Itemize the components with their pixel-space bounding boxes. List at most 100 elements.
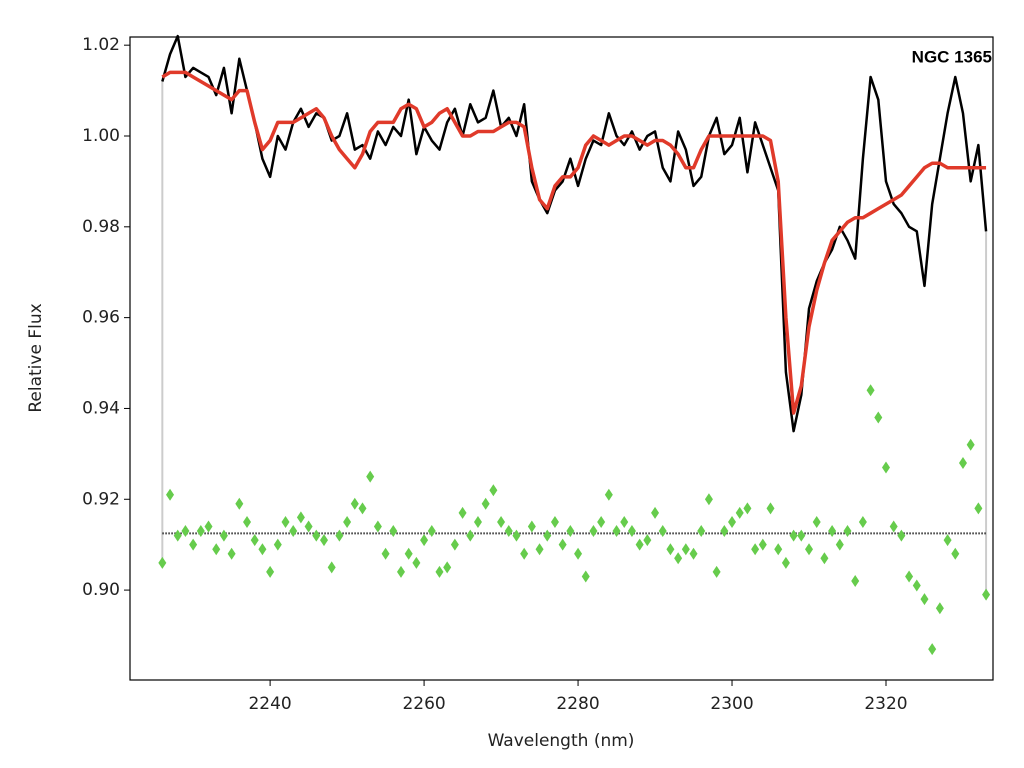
residual-point bbox=[758, 538, 767, 551]
residual-point bbox=[373, 520, 382, 533]
residual-point bbox=[851, 575, 860, 588]
residual-point bbox=[905, 570, 914, 583]
spectrum-line bbox=[161, 70, 987, 415]
residual-point bbox=[958, 456, 967, 469]
residual-point bbox=[189, 538, 198, 551]
residual-point bbox=[266, 565, 275, 578]
residual-point bbox=[835, 538, 844, 551]
residual-point bbox=[912, 579, 921, 592]
residual-point bbox=[812, 515, 821, 528]
residual-point bbox=[435, 565, 444, 578]
residual-point bbox=[689, 547, 698, 560]
residual-point bbox=[974, 502, 983, 515]
residual-point bbox=[350, 497, 359, 510]
residual-point bbox=[412, 556, 421, 569]
residual-point bbox=[928, 643, 937, 656]
residual-point bbox=[643, 534, 652, 547]
residual-point bbox=[219, 529, 228, 542]
residual-point bbox=[473, 515, 482, 528]
residual-point bbox=[158, 556, 167, 569]
residual-point bbox=[358, 502, 367, 515]
y-tick-label: 0.92 bbox=[82, 489, 120, 509]
residual-point bbox=[458, 506, 467, 519]
residual-point bbox=[235, 497, 244, 510]
residual-point bbox=[289, 525, 298, 538]
residual-point bbox=[196, 525, 205, 538]
x-axis-label: Wavelength (nm) bbox=[488, 731, 635, 751]
residual-point bbox=[566, 525, 575, 538]
residual-point bbox=[728, 515, 737, 528]
residual-point bbox=[943, 534, 952, 547]
residual-point bbox=[951, 547, 960, 560]
residual-point bbox=[212, 543, 221, 556]
residual-point bbox=[481, 497, 490, 510]
residual-point bbox=[296, 511, 305, 524]
residual-point bbox=[751, 543, 760, 556]
residual-point bbox=[766, 502, 775, 515]
y-tick-label: 0.96 bbox=[82, 308, 120, 328]
residual-point bbox=[712, 565, 721, 578]
residual-point bbox=[427, 525, 436, 538]
residual-point bbox=[889, 520, 898, 533]
residual-point bbox=[204, 520, 213, 533]
residual-point bbox=[797, 529, 806, 542]
y-tick-label: 0.94 bbox=[82, 398, 120, 418]
residual-point bbox=[450, 538, 459, 551]
residual-point bbox=[381, 547, 390, 560]
residual-point bbox=[581, 570, 590, 583]
residual-point bbox=[627, 525, 636, 538]
y-tick-label: 0.90 bbox=[82, 580, 120, 600]
residual-point bbox=[166, 488, 175, 501]
residual-point bbox=[389, 525, 398, 538]
residual-point bbox=[396, 565, 405, 578]
residual-point bbox=[443, 561, 452, 574]
residual-point bbox=[497, 515, 506, 528]
residual-point bbox=[651, 506, 660, 519]
residual-point bbox=[273, 538, 282, 551]
residual-point bbox=[681, 543, 690, 556]
residual-point bbox=[735, 506, 744, 519]
plot-frame bbox=[129, 36, 994, 681]
residual-point bbox=[250, 534, 259, 547]
x-tick-label: 2280 bbox=[556, 694, 599, 714]
y-tick-label: 1.00 bbox=[82, 126, 120, 146]
residual-point bbox=[828, 525, 837, 538]
residual-point bbox=[966, 438, 975, 451]
residual-point bbox=[805, 543, 814, 556]
residual-point bbox=[574, 547, 583, 560]
residual-point bbox=[520, 547, 529, 560]
residual-point bbox=[843, 525, 852, 538]
residual-point bbox=[320, 534, 329, 547]
residual-point bbox=[512, 529, 521, 542]
residual-point bbox=[704, 493, 713, 506]
residual-point bbox=[635, 538, 644, 551]
residual-point bbox=[597, 515, 606, 528]
residual-point bbox=[743, 502, 752, 515]
y-tick-label: 1.02 bbox=[82, 35, 120, 55]
residual-point bbox=[781, 556, 790, 569]
residual-point bbox=[697, 525, 706, 538]
residual-point bbox=[982, 588, 991, 601]
residual-point bbox=[550, 515, 559, 528]
residual-point bbox=[858, 515, 867, 528]
residual-point bbox=[897, 529, 906, 542]
residual-point bbox=[820, 552, 829, 565]
residual-point bbox=[774, 543, 783, 556]
y-axis-label: Relative Flux bbox=[26, 303, 46, 412]
residual-point bbox=[243, 515, 252, 528]
residual-point bbox=[881, 461, 890, 474]
residual-point bbox=[343, 515, 352, 528]
x-tick-label: 2300 bbox=[710, 694, 753, 714]
x-tick-label: 2240 bbox=[248, 694, 291, 714]
residual-point bbox=[466, 529, 475, 542]
residual-point bbox=[335, 529, 344, 542]
residual-point bbox=[312, 529, 321, 542]
residual-point bbox=[720, 525, 729, 538]
residual-point bbox=[658, 525, 667, 538]
residual-point bbox=[589, 525, 598, 538]
residual-point bbox=[489, 484, 498, 497]
residual-point bbox=[604, 488, 613, 501]
x-tick-label: 2260 bbox=[402, 694, 445, 714]
